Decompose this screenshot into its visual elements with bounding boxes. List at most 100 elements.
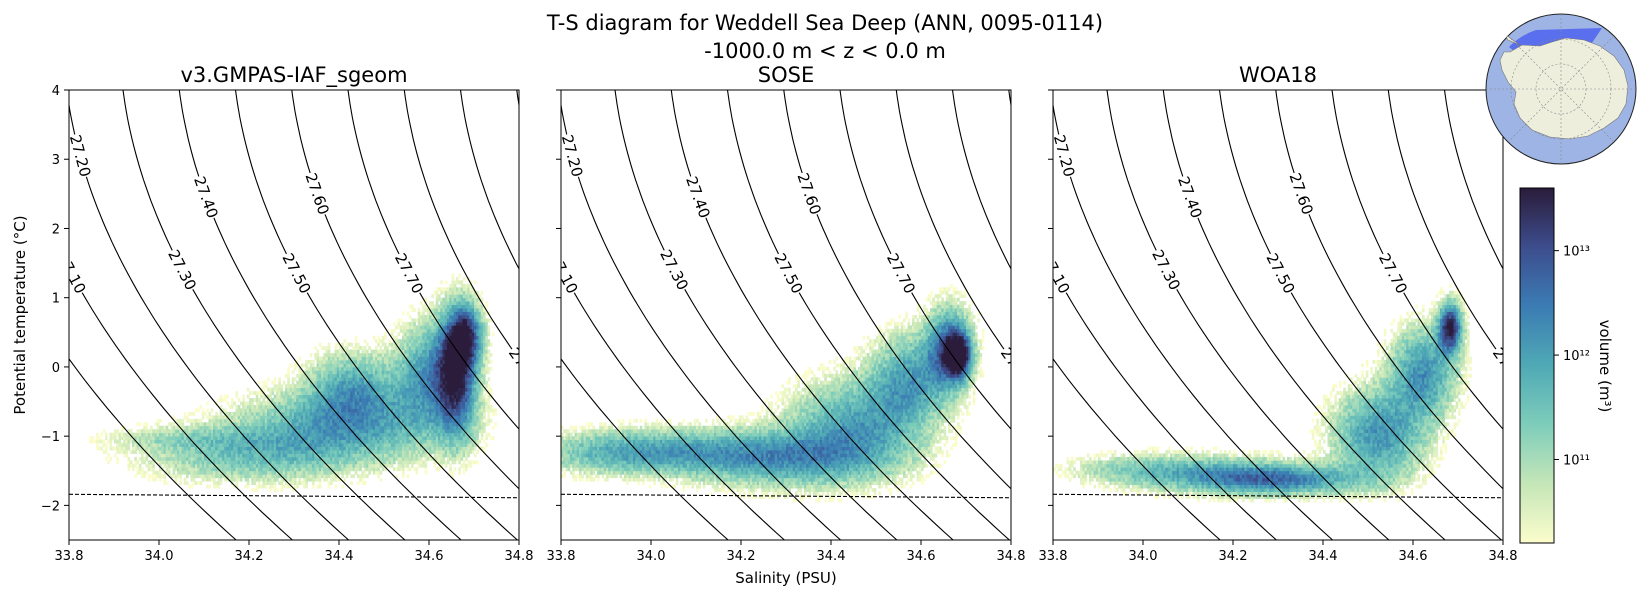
heatmap-cell bbox=[307, 432, 311, 437]
heatmap-cell bbox=[181, 422, 185, 427]
heatmap-cell bbox=[469, 380, 473, 385]
heatmap-cell bbox=[105, 432, 108, 437]
heatmap-cell bbox=[381, 394, 385, 399]
heatmap-cell bbox=[402, 450, 405, 454]
heatmap-cell bbox=[336, 422, 340, 427]
heatmap-cell bbox=[294, 443, 297, 447]
heatmap-cell bbox=[287, 408, 290, 413]
heatmap-cell bbox=[206, 463, 209, 468]
heatmap-cell bbox=[429, 425, 432, 430]
heatmap-cell bbox=[393, 346, 396, 351]
heatmap-cell bbox=[390, 377, 394, 382]
heatmap-cell bbox=[210, 425, 214, 430]
heatmap-cell bbox=[204, 463, 207, 468]
heatmap-cell bbox=[255, 460, 259, 465]
heatmap-cell bbox=[406, 377, 410, 382]
heatmap-cell bbox=[465, 408, 468, 413]
heatmap-cell bbox=[294, 415, 297, 420]
heatmap-cell bbox=[309, 474, 313, 479]
heatmap-cell bbox=[303, 363, 306, 368]
heatmap-cell bbox=[246, 453, 250, 458]
heatmap-cell bbox=[294, 422, 297, 427]
heatmap-cell bbox=[411, 373, 414, 378]
heatmap-cell bbox=[294, 405, 297, 409]
heatmap-cell bbox=[424, 373, 428, 378]
heatmap-cell bbox=[456, 311, 459, 316]
heatmap-cell bbox=[370, 394, 374, 399]
heatmap-cell bbox=[177, 456, 180, 461]
heatmap-cell bbox=[267, 387, 270, 392]
heatmap-cell bbox=[152, 436, 155, 441]
heatmap-cell bbox=[190, 429, 194, 434]
heatmap-cell bbox=[424, 470, 428, 475]
heatmap-cell bbox=[343, 418, 347, 423]
heatmap-cell bbox=[402, 332, 405, 337]
heatmap-cell bbox=[271, 446, 275, 451]
heatmap-cell bbox=[379, 349, 383, 354]
heatmap-cell bbox=[204, 436, 207, 441]
heatmap-cell bbox=[192, 425, 196, 430]
heatmap-cell bbox=[159, 467, 162, 472]
heatmap-cell bbox=[390, 460, 394, 465]
heatmap-cell bbox=[377, 460, 380, 465]
heatmap-cell bbox=[379, 405, 383, 409]
heatmap-cell bbox=[352, 377, 356, 382]
heatmap-cell bbox=[255, 411, 259, 416]
heatmap-cell bbox=[399, 325, 403, 330]
heatmap-cell bbox=[397, 380, 401, 385]
heatmap-cell bbox=[314, 450, 317, 454]
heatmap-cell bbox=[431, 321, 434, 326]
heatmap-cell bbox=[177, 470, 180, 475]
heatmap-cell bbox=[420, 408, 423, 413]
heatmap-cell bbox=[420, 339, 423, 344]
heatmap-cell bbox=[404, 418, 407, 423]
heatmap-cell bbox=[278, 474, 281, 479]
heatmap-cell bbox=[449, 380, 452, 385]
heatmap-cell bbox=[172, 443, 176, 447]
heatmap-cell bbox=[462, 363, 466, 368]
heatmap-cell bbox=[363, 339, 367, 344]
heatmap-cell bbox=[111, 432, 115, 437]
heatmap-cell bbox=[426, 436, 430, 441]
heatmap-cell bbox=[429, 315, 432, 319]
heatmap-cell bbox=[172, 460, 176, 465]
heatmap-cell bbox=[460, 283, 464, 288]
heatmap-cell bbox=[395, 439, 398, 444]
heatmap-cell bbox=[379, 353, 383, 357]
heatmap-cell bbox=[393, 356, 396, 361]
heatmap-cell bbox=[190, 411, 194, 416]
heatmap-cell bbox=[444, 450, 448, 454]
heatmap-cell bbox=[255, 422, 259, 427]
heatmap-cell bbox=[105, 450, 108, 454]
heatmap-cell bbox=[402, 422, 405, 427]
heatmap-cell bbox=[323, 408, 326, 413]
heatmap-cell bbox=[460, 342, 464, 347]
heatmap-cell bbox=[465, 332, 468, 337]
heatmap-cell bbox=[199, 474, 203, 479]
heatmap-cell bbox=[325, 366, 329, 371]
heatmap-cell bbox=[267, 453, 270, 458]
heatmap-cell bbox=[233, 453, 236, 458]
heatmap-cell bbox=[377, 422, 380, 427]
heatmap-cell bbox=[244, 429, 248, 434]
heatmap-cell bbox=[177, 418, 180, 423]
heatmap-cell bbox=[363, 408, 367, 413]
heatmap-cell bbox=[442, 325, 446, 330]
heatmap-cell bbox=[429, 411, 432, 416]
heatmap-cell bbox=[170, 453, 173, 458]
heatmap-cell bbox=[433, 370, 437, 375]
heatmap-cell bbox=[444, 342, 448, 347]
heatmap-cell bbox=[264, 456, 268, 461]
heatmap-cell bbox=[386, 384, 389, 389]
heatmap-cell bbox=[444, 360, 448, 364]
heatmap-cell bbox=[422, 394, 425, 399]
heatmap-cell bbox=[444, 401, 448, 406]
heatmap-cell bbox=[462, 339, 466, 344]
heatmap-cell bbox=[255, 446, 259, 451]
heatmap-cell bbox=[235, 463, 239, 468]
heatmap-cell bbox=[210, 456, 214, 461]
heatmap-cell bbox=[307, 477, 311, 482]
heatmap-cell bbox=[339, 360, 342, 364]
heatmap-cell bbox=[368, 377, 371, 382]
heatmap-cell bbox=[363, 387, 367, 392]
